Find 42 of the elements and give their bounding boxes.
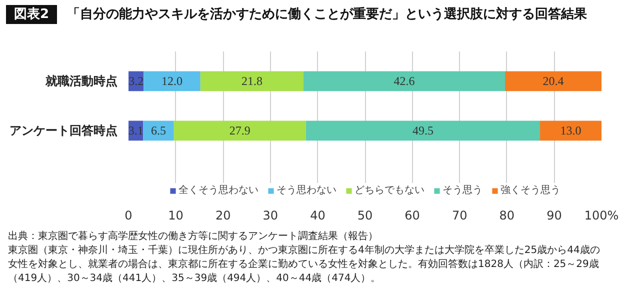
chart-subtitle: 「自分の能力やスキルを活かすために働くことが重要だ」という選択肢に対する回答結果 (67, 7, 588, 22)
legend-label: そう思う (442, 184, 482, 197)
data-label: 42.6 (394, 74, 415, 88)
bar (505, 71, 602, 92)
bar (174, 120, 306, 141)
y-tick-label: アンケート回答時点 (10, 124, 118, 138)
x-tick-label: 100% (584, 208, 619, 222)
x-tick-label: 50 (357, 208, 373, 222)
text: （419人）、30～34歳（441人）、35～39歳（494人）、40～44歳（474人）。 (8, 273, 381, 284)
legend-label: 強くそう思う (500, 184, 560, 197)
bar (304, 71, 506, 92)
x-tick-label: 90 (546, 208, 562, 222)
bar (540, 120, 602, 141)
data-label: 12.0 (162, 74, 183, 88)
data-label: 20.4 (542, 74, 564, 88)
x-tick-label: 30 (262, 208, 278, 222)
data-label: 27.9 (229, 124, 250, 138)
source-note: 出典：東京圏で暮らす高学歴女性の働き方等に関するアンケート調査結果（報告） (8, 231, 378, 242)
text: 女性を対象とし、就業者の場合は、東京都に所在する企業に勤めている女性を対象とした。有効回答数は1828人（内訳：25～29歳 (8, 259, 599, 270)
data-label: 6.5 (151, 124, 166, 138)
x-tick-label: 70 (452, 208, 468, 222)
bar (306, 120, 540, 141)
data-label: 3.1 (128, 124, 144, 138)
x-tick-label: 40 (310, 208, 326, 222)
data-label: 13.0 (560, 124, 582, 138)
x-tick-label: 60 (404, 208, 420, 222)
y-tick-label: 就職活動時点 (44, 74, 118, 88)
data-label: 3.2 (128, 74, 144, 88)
bar (200, 71, 304, 92)
chart-title: 図表2 (6, 5, 58, 24)
legend-label: 全くそう思わない (178, 184, 258, 197)
bar (143, 120, 174, 141)
x-tick-label: 80 (499, 208, 515, 222)
bar (144, 71, 200, 92)
x-tick-label: 20 (215, 208, 231, 222)
data-label: 49.5 (412, 124, 434, 138)
data-label: 21.8 (241, 74, 262, 88)
x-tick-label: 10 (168, 208, 184, 222)
x-tick-label: 0 (124, 208, 132, 222)
text: 東京圏（東京・神奈川・埼玉・千葉）に現住所があり、かつ東京圏に所在する4年制の大学または大学院を卒業した25歳から44歳の (8, 245, 600, 256)
legend-label: どちらでもない (354, 184, 424, 197)
legend-label: そう思わない (276, 184, 336, 197)
